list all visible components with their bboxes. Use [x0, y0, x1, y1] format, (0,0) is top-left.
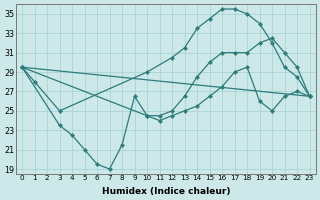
X-axis label: Humidex (Indice chaleur): Humidex (Indice chaleur)	[101, 187, 230, 196]
